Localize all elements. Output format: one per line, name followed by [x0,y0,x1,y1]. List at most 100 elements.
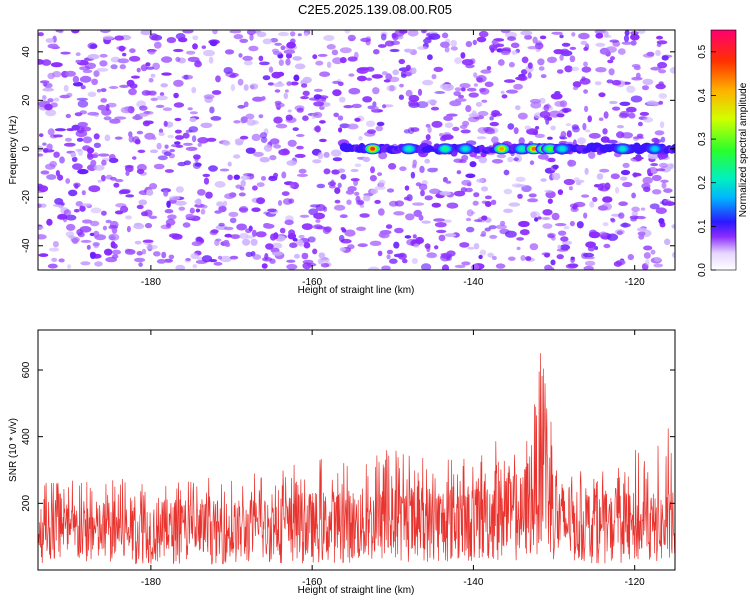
noise-blob [94,261,103,267]
noise-blob [338,96,346,103]
noise-blob [201,255,213,263]
noise-blob [500,30,511,34]
noise-blob [334,187,341,195]
noise-blob [294,63,306,70]
noise-blob [240,175,251,180]
noise-blob [599,47,610,55]
signal-band [339,142,675,155]
noise-blob [126,225,131,233]
noise-blob [643,252,651,259]
noise-blob [484,128,496,135]
noise-blob [120,106,132,114]
noise-blob [392,69,400,76]
noise-blob [101,210,107,216]
noise-blob [243,84,249,91]
colorbar-tick-label: 0.3 [697,132,708,146]
noise-blob [189,111,198,115]
noise-blob [87,53,100,60]
noise-blob [338,127,343,133]
noise-blob [337,115,344,121]
noise-blob [630,33,640,41]
noise-blob [511,50,518,55]
noise-blob [301,83,308,88]
noise-blob [164,209,174,214]
noise-blob [654,130,665,136]
noise-blob [296,134,305,137]
noise-blob [572,81,582,88]
x-tick-label: -120 [625,577,645,588]
noise-blob [443,219,452,223]
noise-blob [301,252,309,260]
noise-blob [233,174,240,180]
y-tick-label: 40 [21,46,32,58]
noise-blob [606,139,618,144]
noise-blob [404,185,410,191]
noise-blob [623,34,630,43]
noise-blob [44,103,53,111]
noise-blob [569,46,577,51]
noise-blob [53,151,60,158]
noise-blob [273,232,279,240]
x-tick-label: -160 [302,577,322,588]
noise-blob [87,91,97,98]
noise-blob [559,100,568,108]
noise-blob [117,58,130,64]
noise-blob [237,78,244,86]
noise-blob [583,265,594,270]
chart-title: C2E5.2025.139.08.00.R05 [298,2,452,17]
noise-blob [292,56,303,61]
noise-blob [279,227,286,234]
noise-blob [381,71,388,76]
noise-blob [343,105,354,109]
noise-blob [529,243,539,251]
noise-blob [183,142,193,146]
noise-blob [516,237,524,241]
noise-blob [40,203,47,208]
noise-blob [218,222,225,227]
noise-blob [426,33,431,37]
noise-blob [185,213,195,220]
noise-blob [543,104,549,112]
noise-blob [222,140,231,146]
noise-blob [480,233,486,237]
noise-blob [52,241,59,248]
noise-blob [102,35,114,41]
noise-blob [497,59,505,66]
noise-blob [413,243,420,248]
noise-blob [300,96,309,100]
signal-peak [370,146,376,151]
noise-blob [476,77,483,83]
noise-blob [301,223,313,231]
noise-blob [476,178,485,183]
noise-blob [318,252,326,259]
noise-blob [175,56,181,62]
noise-blob [356,226,367,231]
noise-blob [601,203,612,211]
noise-blob [388,200,399,207]
noise-blob [211,90,222,95]
noise-blob [365,120,376,127]
noise-blob [551,31,563,35]
noise-blob [154,41,162,49]
noise-blob [224,193,235,200]
noise-blob [208,165,218,172]
snr-xlabel: Height of straight line (km) [298,585,415,596]
noise-blob [289,242,298,248]
noise-blob [466,209,474,217]
noise-blob [94,234,107,241]
noise-blob [46,143,53,151]
noise-blob [286,259,296,263]
noise-blob [444,233,457,238]
noise-blob [100,88,107,93]
noise-blob [453,91,462,97]
y-tick-label: 600 [21,361,32,378]
colorbar-tick-label: 0.4 [697,88,708,102]
noise-blob [173,79,184,87]
noise-blob [420,263,432,270]
noise-blob [312,54,318,60]
noise-blob [375,125,384,132]
noise-blob [145,66,155,70]
noise-blob [491,255,497,261]
noise-blob [631,206,640,213]
noise-blob [332,157,343,162]
